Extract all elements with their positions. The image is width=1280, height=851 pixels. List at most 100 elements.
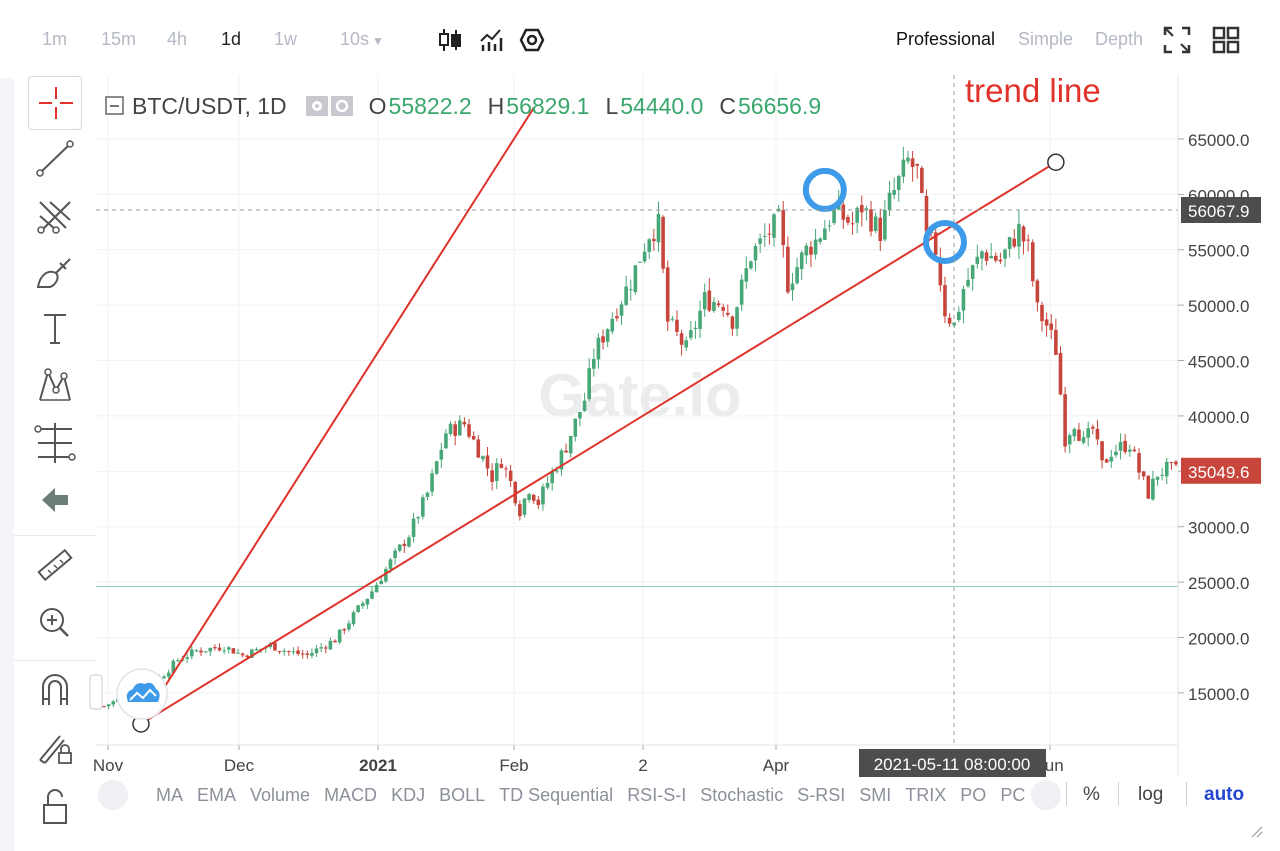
- candle-body: [587, 368, 591, 400]
- candle-body: [721, 307, 725, 311]
- collapse-legend-icon[interactable]: [104, 95, 126, 117]
- candle-body: [1132, 449, 1137, 452]
- divider: [1186, 782, 1187, 806]
- candle-body: [1114, 451, 1118, 456]
- indicator-boll[interactable]: BOLL: [439, 784, 486, 805]
- indicator-kdj[interactable]: KDJ: [391, 784, 426, 805]
- trend-line-2[interactable]: [140, 161, 1057, 725]
- timeframe-1d[interactable]: 1d: [221, 29, 242, 49]
- indicator-trix[interactable]: TRIX: [905, 784, 947, 805]
- price-tick-label: 30000.0: [1188, 519, 1249, 538]
- pattern-tool[interactable]: [28, 360, 82, 410]
- candle-body: [277, 650, 282, 652]
- candle-body: [693, 327, 698, 330]
- candle-body: [698, 310, 702, 329]
- fork-tool[interactable]: [28, 190, 82, 240]
- price-axis: 15000.020000.025000.030000.035000.040000…: [96, 75, 1261, 777]
- indicator-po[interactable]: PO: [960, 784, 987, 805]
- auto-scale-toggle[interactable]: auto: [1204, 784, 1245, 805]
- indicator-volume[interactable]: Volume: [250, 784, 311, 805]
- candle-body: [915, 163, 920, 166]
- indicator-ma[interactable]: MA: [156, 784, 183, 805]
- chart-panel[interactable]: [96, 75, 1280, 851]
- magnet-tool[interactable]: [28, 665, 82, 715]
- candle-body: [910, 158, 915, 167]
- zoom-tool[interactable]: [28, 597, 82, 647]
- timeframe-1m[interactable]: 1m: [42, 29, 68, 49]
- ruler-tool[interactable]: [28, 540, 82, 590]
- indicator-icon[interactable]: [478, 26, 504, 54]
- candle-body: [504, 468, 508, 470]
- candle-body: [1054, 329, 1058, 355]
- indicator-pc[interactable]: PC: [1000, 784, 1026, 805]
- candle-body: [1095, 428, 1100, 440]
- close-value: 56656.9: [738, 92, 822, 119]
- candle-body: [679, 333, 684, 345]
- lock-drawing-tool[interactable]: [28, 722, 82, 772]
- candle-body: [638, 261, 642, 263]
- time-tick-label: Dec: [224, 756, 255, 775]
- trend-line-1[interactable]: [140, 107, 535, 725]
- candle-body: [333, 640, 337, 643]
- candle-body: [513, 481, 518, 504]
- indicator-ema[interactable]: EMA: [197, 784, 237, 805]
- candle-body: [397, 544, 402, 551]
- indicator-smi[interactable]: SMI: [859, 784, 892, 805]
- open-label: O: [368, 92, 387, 119]
- text-tool[interactable]: [28, 303, 82, 353]
- candle-body: [1035, 280, 1040, 303]
- crosshair-tool[interactable]: [28, 76, 82, 130]
- candle-body: [388, 559, 393, 569]
- indicator-rsi-s-i[interactable]: RSI-S-I: [627, 784, 687, 805]
- mode-simple[interactable]: Simple: [1018, 29, 1074, 49]
- candle-body: [624, 286, 628, 305]
- brush-icon: [36, 258, 71, 288]
- zoom-in-icon: [40, 608, 69, 637]
- time-tick-label: Feb: [499, 756, 528, 775]
- crosshair-date-label: 2021-05-11 08:00:00: [874, 755, 1031, 774]
- candle-body: [1137, 453, 1141, 473]
- candles-icon[interactable]: [437, 26, 463, 54]
- percent-scale-toggle[interactable]: %: [1083, 784, 1100, 805]
- visibility-settings-icon[interactable]: [305, 95, 355, 117]
- candle-body: [582, 400, 587, 412]
- top-toolbar: 1m 15m 4h 1d 1w 10s ▼ Professional Simple…: [0, 0, 1280, 78]
- unlock-icon: [43, 789, 67, 824]
- mode-professional[interactable]: Professional: [896, 29, 996, 49]
- fib-tool[interactable]: [28, 417, 82, 467]
- candle-body: [476, 439, 481, 458]
- time-tick-label: Apr: [763, 756, 790, 775]
- trend-line-anchor[interactable]: [1047, 153, 1065, 171]
- scroll-right-button[interactable]: [1031, 780, 1062, 810]
- candle-body: [799, 252, 804, 270]
- candle-body: [236, 652, 240, 654]
- indicator-s-rsi[interactable]: S-RSI: [797, 784, 846, 805]
- trend-line-tool[interactable]: [28, 133, 82, 183]
- candle-body: [541, 486, 545, 505]
- collapse-panel-button[interactable]: [89, 674, 103, 710]
- unlock-tool[interactable]: [28, 779, 82, 829]
- timeframe-1w[interactable]: 1w: [274, 29, 298, 49]
- timeframe-4h[interactable]: 4h: [167, 29, 188, 49]
- mode-depth[interactable]: Depth: [1095, 29, 1144, 49]
- settings-hex-icon[interactable]: [519, 26, 545, 54]
- candle-body: [730, 316, 735, 329]
- back-tool[interactable]: [28, 474, 82, 524]
- indicator-td-sequential[interactable]: TD Sequential: [499, 784, 614, 805]
- breakout-marker: [802, 167, 847, 212]
- grid-layout-icon[interactable]: [1211, 24, 1241, 56]
- candle-body: [1155, 476, 1160, 480]
- timeframe-10s-dropdown[interactable]: 10s ▼: [340, 29, 384, 50]
- fullscreen-icon[interactable]: [1162, 24, 1192, 56]
- candle-body: [998, 259, 1003, 262]
- indicator-macd[interactable]: MACD: [324, 784, 378, 805]
- scroll-left-button[interactable]: [98, 780, 128, 810]
- indicator-stochastic[interactable]: Stochastic: [700, 784, 784, 805]
- resize-handle-icon[interactable]: [1250, 825, 1264, 839]
- candle-body: [282, 650, 287, 652]
- candle-body: [328, 640, 333, 650]
- log-scale-toggle[interactable]: log: [1138, 784, 1164, 805]
- brush-tool[interactable]: [28, 247, 82, 297]
- timeframe-15m[interactable]: 15m: [101, 29, 137, 49]
